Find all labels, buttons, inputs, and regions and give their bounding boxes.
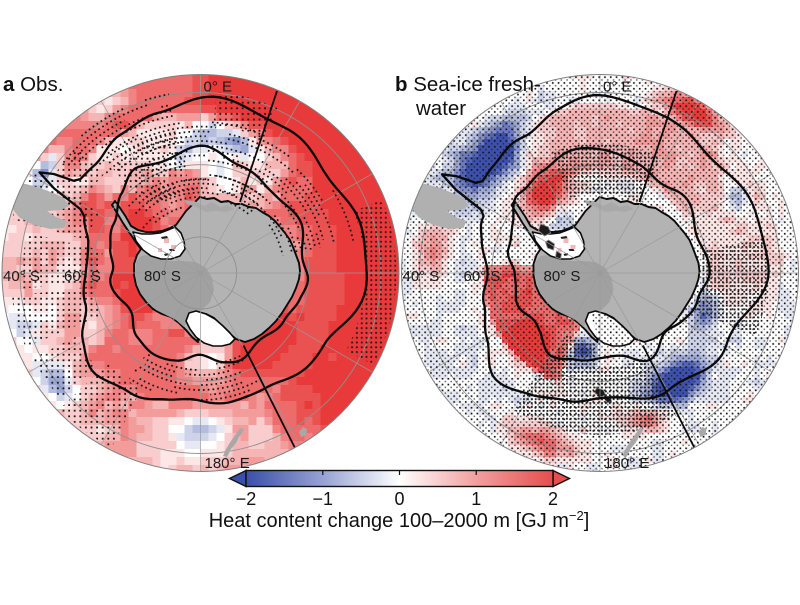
svg-text:−2: −2 [236,489,257,509]
svg-text:40° S: 40° S [3,268,40,285]
svg-text:0° E: 0° E [603,79,632,96]
svg-text:80° S: 80° S [144,268,181,285]
svg-text:60° S: 60° S [464,268,501,285]
svg-text:b Sea-ice fresh-: b Sea-ice fresh- [395,73,541,96]
svg-text:a Obs.: a Obs. [3,73,63,96]
svg-text:0: 0 [394,489,404,509]
svg-text:water: water [415,97,466,120]
svg-text:1: 1 [471,489,481,509]
svg-text:−1: −1 [313,489,334,509]
svg-text:60° S: 60° S [64,268,101,285]
svg-text:40° S: 40° S [403,268,440,285]
svg-text:180° E: 180° E [205,455,250,472]
svg-text:2: 2 [548,489,558,509]
svg-text:0° E: 0° E [204,79,233,96]
svg-text:180° E: 180° E [604,455,649,472]
svg-text:80° S: 80° S [544,268,581,285]
svg-text:Heat content change 100–2000 m: Heat content change 100–2000 m [GJ m−2] [209,508,590,533]
